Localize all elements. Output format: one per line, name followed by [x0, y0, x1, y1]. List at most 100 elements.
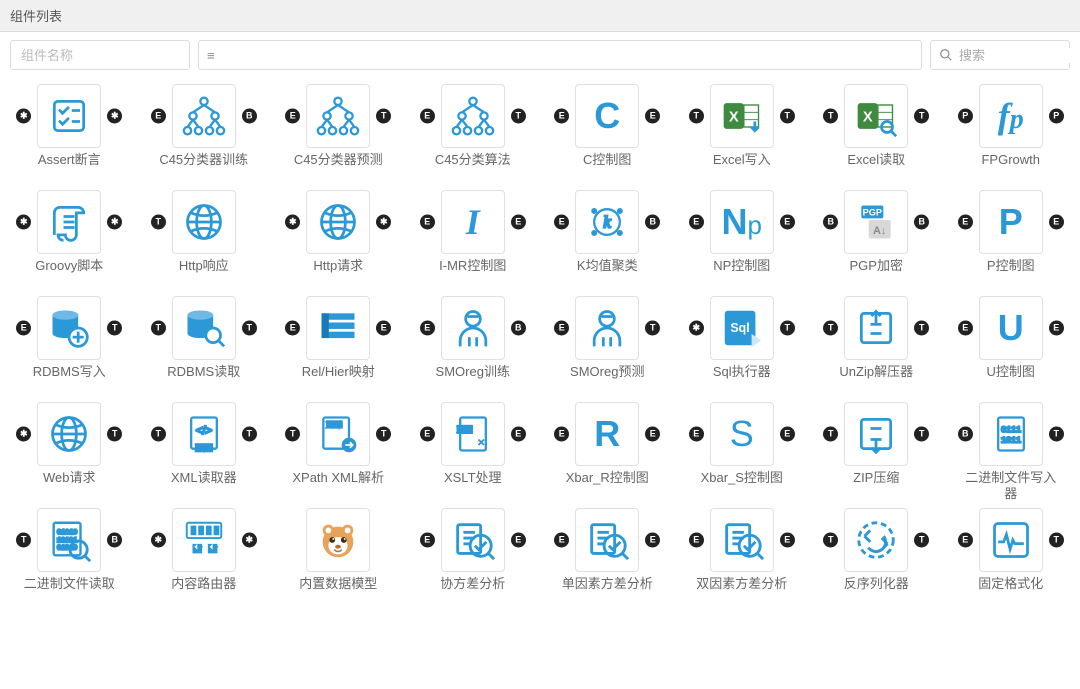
- port-badge-left: E: [554, 215, 569, 230]
- component-item[interactable]: ✱TWeb请求: [5, 402, 133, 504]
- component-item[interactable]: EBSMOreg训练: [409, 296, 537, 398]
- port-badge-left: ✱: [16, 215, 31, 230]
- port-badge-right: ✱: [107, 215, 122, 230]
- port-badge-right: T: [914, 533, 929, 548]
- heartbeat-icon: ET: [979, 508, 1043, 572]
- component-item[interactable]: ✱✱Groovy脚本: [5, 190, 133, 292]
- component-item[interactable]: UEEU控制图: [947, 296, 1075, 398]
- component-item[interactable]: TTZIP压缩: [812, 402, 940, 504]
- component-item[interactable]: TTUnZip解压器: [812, 296, 940, 398]
- tree-icon: ET: [441, 84, 505, 148]
- port-badge-left: E: [958, 533, 973, 548]
- component-item[interactable]: EE双因素方差分析: [678, 508, 806, 610]
- component-label: 二进制文件写入器: [961, 470, 1061, 504]
- component-item[interactable]: </>XMLTTXML读取器: [140, 402, 268, 504]
- port-badge-right: E: [780, 215, 795, 230]
- port-badge-left: E: [420, 427, 435, 442]
- component-item[interactable]: TTRDBMS读取: [140, 296, 268, 398]
- component-label: XML读取器: [171, 470, 237, 504]
- port-badge-right: E: [511, 427, 526, 442]
- C-icon: CEE: [575, 84, 639, 148]
- port-badge-right: E: [645, 427, 660, 442]
- xsl-icon: XSLEE: [441, 402, 505, 466]
- port-badge-left: ✱: [16, 427, 31, 442]
- port-badge-right: T: [914, 427, 929, 442]
- component-item[interactable]: EE单因素方差分析: [543, 508, 671, 610]
- component-item[interactable]: XSLEEXSLT处理: [409, 402, 537, 504]
- svg-text:XSL: XSL: [457, 425, 472, 434]
- port-badge-left: E: [420, 109, 435, 124]
- component-item[interactable]: TT反序列化器: [812, 508, 940, 610]
- component-item[interactable]: ✱✱Assert断言: [5, 84, 133, 186]
- port-badge-left: T: [823, 427, 838, 442]
- port-badge-left: E: [554, 321, 569, 336]
- S-icon: SEE: [710, 402, 774, 466]
- svg-text:PGP: PGP: [863, 208, 882, 218]
- person-icon: ET: [575, 296, 639, 360]
- component-item[interactable]: fpPPFPGrowth: [947, 84, 1075, 186]
- component-item[interactable]: ETRDBMS写入: [5, 296, 133, 398]
- bin-search-icon: 010101010101010TB: [37, 508, 101, 572]
- svg-text:0111: 0111: [1001, 426, 1021, 435]
- component-item[interactable]: ET固定格式化: [947, 508, 1075, 610]
- component-item[interactable]: IEEI-MR控制图: [409, 190, 537, 292]
- component-label: Http请求: [313, 258, 363, 292]
- component-item[interactable]: EE协方差分析: [409, 508, 537, 610]
- component-item[interactable]: 01111011BT二进制文件写入器: [947, 402, 1075, 504]
- component-label: Excel读取: [847, 152, 905, 186]
- component-label: UnZip解压器: [839, 364, 913, 398]
- component-label: FPGrowth: [981, 152, 1040, 186]
- port-badge-left: ✱: [689, 321, 704, 336]
- component-label: RDBMS写入: [33, 364, 106, 398]
- db-search-icon: TT: [172, 296, 236, 360]
- hamburger-icon: ≡: [207, 48, 215, 63]
- port-badge-right: T: [511, 109, 526, 124]
- component-item[interactable]: ET SMOreg预测: [543, 296, 671, 398]
- port-badge-right: E: [645, 533, 660, 548]
- component-item[interactable]: PEEP控制图: [947, 190, 1075, 292]
- xlm-icon: XLMTT: [306, 402, 370, 466]
- port-badge-left: T: [823, 533, 838, 548]
- port-badge-left: E: [420, 321, 435, 336]
- component-item[interactable]: EBC45分类器训练: [140, 84, 268, 186]
- component-item[interactable]: Sql✱TSql执行器: [678, 296, 806, 398]
- component-item[interactable]: SEEXbar_S控制图: [678, 402, 806, 504]
- port-badge-right: B: [242, 109, 257, 124]
- component-item[interactable]: XTTExcel读取: [812, 84, 940, 186]
- component-label: SMOreg训练: [436, 364, 510, 398]
- search-input[interactable]: [959, 48, 1080, 63]
- component-item[interactable]: XLMTTXPath XML解析: [274, 402, 402, 504]
- component-item[interactable]: 内置数据模型: [274, 508, 402, 610]
- port-badge-left: B: [823, 215, 838, 230]
- component-item[interactable]: CEEC控制图: [543, 84, 671, 186]
- component-item[interactable]: 010101010101010TB二进制文件读取: [5, 508, 133, 610]
- search-box[interactable]: [930, 40, 1070, 70]
- component-item[interactable]: ETC45分类算法: [409, 84, 537, 186]
- port-badge-left: E: [689, 427, 704, 442]
- filter-dropdown[interactable]: ≡: [198, 40, 922, 70]
- port-badge-left: E: [420, 533, 435, 548]
- component-label: C45分类器训练: [159, 152, 248, 186]
- component-item[interactable]: kEBK均值聚类: [543, 190, 671, 292]
- globe-icon: T: [172, 190, 236, 254]
- component-item[interactable]: THttp响应: [140, 190, 268, 292]
- component-label: U控制图: [987, 364, 1035, 398]
- component-item[interactable]: XTTExcel写入: [678, 84, 806, 186]
- component-label: Xbar_R控制图: [566, 470, 649, 504]
- component-item[interactable]: ✱✱内容路由器: [140, 508, 268, 610]
- port-badge-right: E: [376, 321, 391, 336]
- component-item[interactable]: REEXbar_R控制图: [543, 402, 671, 504]
- port-badge-right: T: [242, 321, 257, 336]
- component-item[interactable]: EERel/Hier映射: [274, 296, 402, 398]
- component-item[interactable]: ✱✱Http请求: [274, 190, 402, 292]
- scroll-icon: ✱✱: [37, 190, 101, 254]
- port-badge-left: E: [689, 215, 704, 230]
- name-input[interactable]: [10, 40, 190, 70]
- component-item[interactable]: NpEENP控制图: [678, 190, 806, 292]
- port-badge-right: E: [1049, 321, 1064, 336]
- component-item[interactable]: ETC45分类器预测: [274, 84, 402, 186]
- component-label: SMOreg预测: [570, 364, 644, 398]
- port-badge-left: T: [285, 427, 300, 442]
- component-item[interactable]: PGPA↓BBPGP加密: [812, 190, 940, 292]
- svg-text:Sql: Sql: [730, 321, 749, 335]
